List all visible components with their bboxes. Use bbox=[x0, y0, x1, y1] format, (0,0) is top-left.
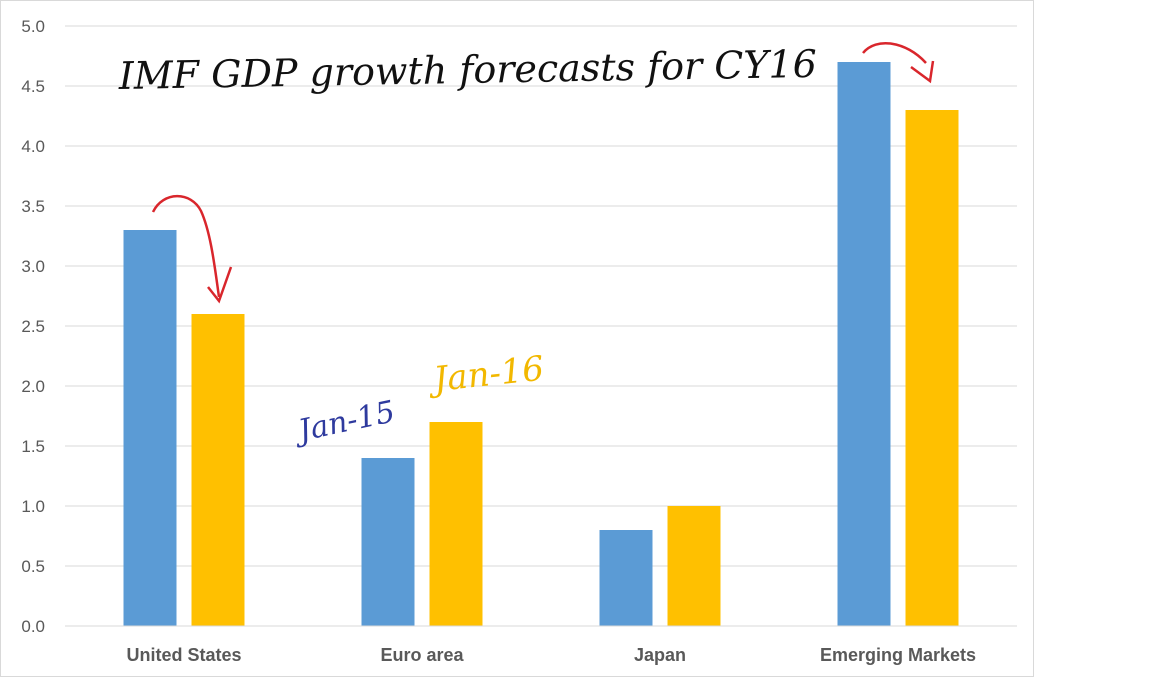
y-tick-label: 5.0 bbox=[21, 17, 45, 36]
bar-united-states-jan-15 bbox=[123, 230, 177, 626]
y-tick-label: 2.5 bbox=[21, 317, 45, 336]
bar-euro-area-jan-15 bbox=[361, 458, 415, 626]
chart-title: IMF GDP growth forecasts for CY16 bbox=[117, 42, 817, 98]
y-tick-label: 1.0 bbox=[21, 497, 45, 516]
bar-united-states-jan-16 bbox=[191, 314, 245, 626]
arrow-emerging-markets bbox=[862, 42, 927, 64]
arrow-united-states bbox=[151, 195, 221, 298]
bar-emerging-markets-jan-16 bbox=[905, 110, 959, 626]
bar-euro-area-jan-16 bbox=[429, 422, 483, 626]
y-axis-ticks: 0.0 0.5 1.0 1.5 2.0 2.5 3.0 3.5 4.0 4.5 5.0 bbox=[21, 17, 45, 636]
arrow-head-united-states bbox=[207, 266, 233, 304]
chart-frame: 0.0 0.5 1.0 1.5 2.0 2.5 3.0 3.5 4.0 4.5 5.0 United… bbox=[0, 0, 1034, 677]
y-tick-label: 0.5 bbox=[21, 557, 45, 576]
x-category-label: Euro area bbox=[380, 645, 464, 665]
bars bbox=[123, 62, 959, 626]
x-category-label: Japan bbox=[634, 645, 686, 665]
x-axis-categories: United States Euro area Japan Emerging Mark… bbox=[126, 645, 976, 665]
y-tick-label: 4.5 bbox=[21, 77, 45, 96]
bar-japan-jan-16 bbox=[667, 506, 721, 626]
bar-chart: 0.0 0.5 1.0 1.5 2.0 2.5 3.0 3.5 4.0 4.5 5.0 United… bbox=[21, 17, 1017, 665]
x-category-label: United States bbox=[126, 645, 241, 665]
y-tick-label: 3.5 bbox=[21, 197, 45, 216]
y-tick-label: 0.0 bbox=[21, 617, 45, 636]
series-label-jan-16: Jan-16 bbox=[426, 349, 546, 401]
x-category-label: Emerging Markets bbox=[820, 645, 976, 665]
bar-japan-jan-15 bbox=[599, 530, 653, 626]
series-label-jan-15: Jan-15 bbox=[290, 394, 399, 450]
arrow-head-emerging-markets bbox=[910, 60, 935, 84]
y-tick-label: 3.0 bbox=[21, 257, 45, 276]
y-tick-label: 4.0 bbox=[21, 137, 45, 156]
bar-emerging-markets-jan-15 bbox=[837, 62, 891, 626]
y-tick-label: 1.5 bbox=[21, 437, 45, 456]
y-tick-label: 2.0 bbox=[21, 377, 45, 396]
change-arrows bbox=[151, 42, 935, 304]
